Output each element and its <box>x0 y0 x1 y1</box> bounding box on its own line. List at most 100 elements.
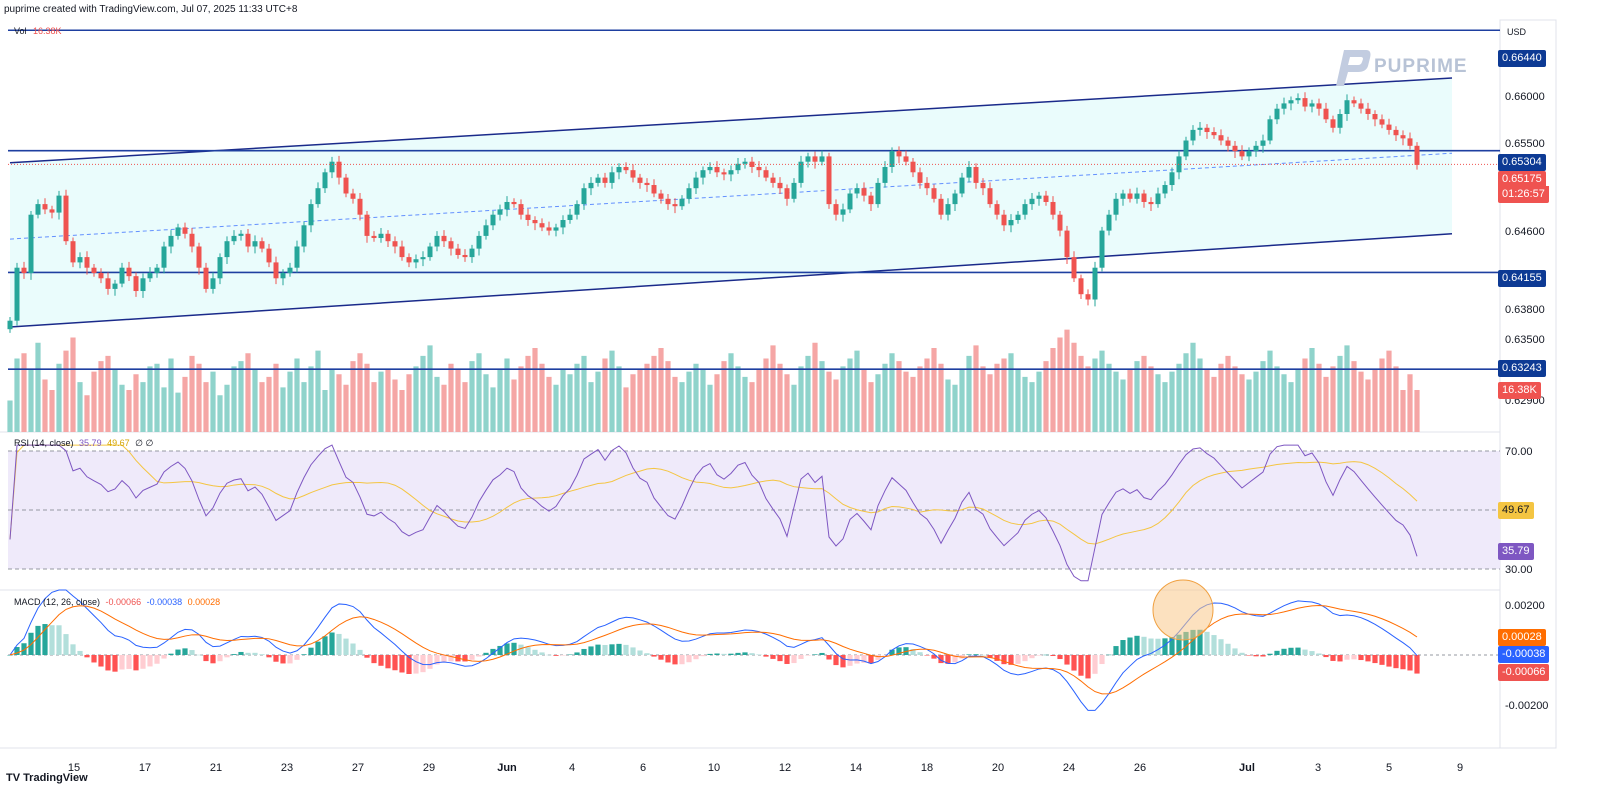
volume-bar <box>469 361 475 432</box>
macd-hist-bar <box>1225 643 1231 655</box>
volume-bar <box>98 361 104 432</box>
candle-body <box>511 201 517 205</box>
candle-body <box>301 225 307 247</box>
candle-body <box>245 233 251 247</box>
candle-body <box>1134 193 1140 199</box>
macd-hist-bar <box>252 652 258 655</box>
volume-bar <box>560 369 566 432</box>
candle-body <box>7 320 13 330</box>
macd-hist-bar <box>679 655 685 665</box>
tradingview-footer-label: TradingView <box>23 772 88 784</box>
volume-bar <box>448 363 454 432</box>
volume-bar <box>1358 371 1364 432</box>
volume-bar <box>112 369 118 432</box>
macd-hist-bar <box>917 652 923 655</box>
candles <box>7 92 1420 333</box>
volume-bar <box>84 395 90 432</box>
macd-hist-bar <box>63 634 69 655</box>
volume-bar <box>819 361 825 432</box>
volume-bar <box>497 369 503 432</box>
candle-body <box>903 156 909 162</box>
candle-body <box>399 246 405 258</box>
candle-body <box>651 185 657 194</box>
macd-hist-bar <box>140 655 146 669</box>
time-tick: Jun <box>497 762 517 774</box>
candle-body <box>84 257 90 268</box>
time-tick: 24 <box>1063 762 1075 774</box>
macd-panel <box>7 579 1500 711</box>
candle-body <box>735 163 741 171</box>
volume-bar <box>336 374 342 432</box>
candle-body <box>406 257 412 263</box>
price-axis[interactable]: 0.660000.655000.646000.638000.635000.629… <box>1505 91 1548 712</box>
volume-bar <box>224 384 230 432</box>
macd-hist-bar <box>378 655 384 666</box>
macd-hist-bar <box>819 652 825 655</box>
candle-body <box>70 241 76 263</box>
candle-body <box>308 204 314 226</box>
volume-bar <box>672 376 678 432</box>
volume-bar <box>1211 376 1217 432</box>
volume-bar <box>140 382 146 432</box>
volume-bar <box>896 361 902 432</box>
candle-body <box>1092 267 1098 300</box>
volume-bar <box>1379 358 1385 432</box>
volume-bar <box>1281 374 1287 432</box>
macd-hist-bar <box>1218 639 1224 655</box>
macd-hist-bar <box>1302 649 1308 655</box>
macd-hist-bar <box>567 654 573 656</box>
macd-hist-bar <box>1253 655 1259 657</box>
volume-bar <box>756 369 762 432</box>
candle-body <box>742 161 748 164</box>
horizontal-levels[interactable] <box>8 29 1500 370</box>
macd-hist-bar <box>1043 654 1049 656</box>
candle-body <box>392 241 398 247</box>
macd-hist-bar <box>1267 653 1273 655</box>
candle-body <box>637 177 643 183</box>
volume-badge: 16.38K <box>1498 382 1541 399</box>
macd-hist-bar <box>1008 655 1014 665</box>
volume-bar <box>833 379 839 432</box>
time-tick: 14 <box>850 762 862 774</box>
candle-body <box>371 235 377 239</box>
volume-legend-label: Vol <box>14 26 27 36</box>
macd-hist-bar <box>595 644 601 655</box>
macd-hist-bar <box>1316 653 1322 655</box>
candle-body <box>805 156 811 162</box>
level-badge-s2: 0.63243 <box>1498 360 1546 377</box>
macd-hist-bar <box>238 651 244 655</box>
volume-bar <box>931 348 937 432</box>
candle-body <box>427 246 433 258</box>
candle-body <box>1148 201 1154 205</box>
candle-body <box>840 209 846 215</box>
candle-body <box>1085 294 1091 300</box>
volume-bar <box>798 366 804 432</box>
candle-body <box>1197 127 1203 130</box>
volume-bar <box>1351 361 1357 432</box>
brand-logo-icon <box>1336 50 1371 86</box>
volume-bar <box>1274 366 1280 432</box>
candle-body <box>1008 220 1014 226</box>
macd-hist-bar <box>1085 655 1091 679</box>
volume-bar <box>322 390 328 432</box>
price-tick: 0.63500 <box>1505 334 1545 346</box>
macd-hist-bar <box>441 655 447 663</box>
macd-hist-bar <box>147 655 153 667</box>
macd-hist-bar <box>518 644 524 655</box>
macd-hist-bar <box>1330 655 1336 661</box>
macd-hist-bar <box>630 647 636 655</box>
tradingview-footer[interactable]: TV TradingView <box>6 772 88 784</box>
time-axis[interactable]: 15 17 21 23 27 29 Jun 4 6 10 12 14 18 20 24 26 Jul 3 5 9 <box>68 762 1463 774</box>
macd-hist-bar <box>413 655 419 674</box>
macd-hist-bar <box>1365 655 1371 662</box>
time-tick: 5 <box>1386 762 1392 774</box>
volume-bar <box>364 363 370 432</box>
candle-body <box>483 225 489 236</box>
tradingview-logo-icon: TV <box>6 772 21 784</box>
macd-hist-bar <box>854 655 860 664</box>
macd-legend-hist: -0.00066 <box>105 597 142 607</box>
macd-tick: 0.00200 <box>1505 600 1545 612</box>
volume-bar <box>1288 382 1294 432</box>
volume-bar <box>1260 361 1266 432</box>
